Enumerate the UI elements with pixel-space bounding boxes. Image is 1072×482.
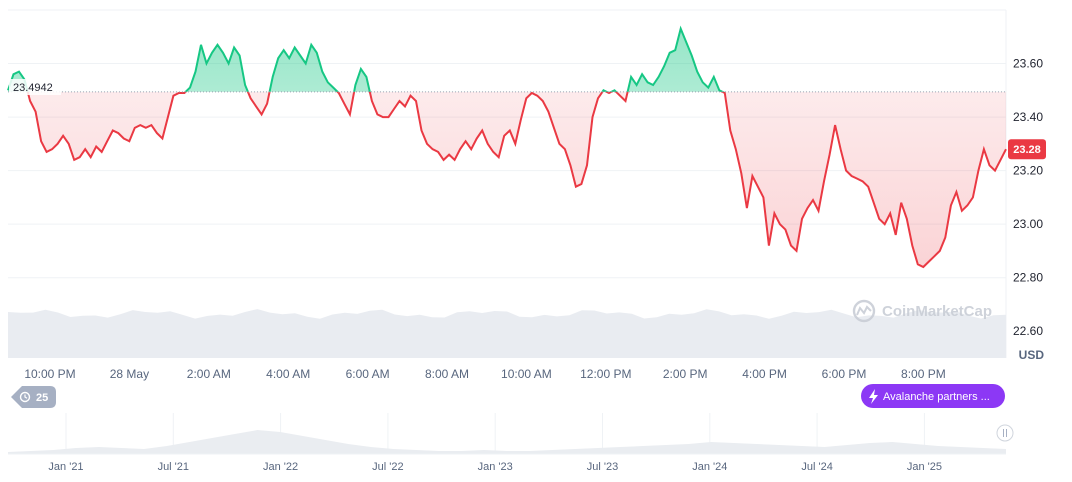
x-tick-label: 10:00 AM (501, 367, 552, 381)
navigator-tick-label: Jul '24 (801, 461, 832, 473)
x-tick-label: 4:00 AM (266, 367, 310, 381)
navigator-tick-label: Jan '25 (907, 461, 942, 473)
navigator-tick-label: Jan '22 (263, 461, 298, 473)
navigator-tick-label: Jul '22 (372, 461, 403, 473)
current-price-value: 23.28 (1013, 144, 1041, 156)
x-tick-label: 2:00 PM (663, 367, 708, 381)
x-tick-label: 10:00 PM (24, 367, 75, 381)
range-navigator[interactable]: Jan '21 Jul '21 Jan '22 Jul '22 Jan '23 Jul '… (8, 413, 1014, 473)
y-tick-label: 23.40 (1013, 110, 1043, 124)
y-tick-label: 23.20 (1013, 164, 1043, 178)
navigator-volume-area (8, 430, 1006, 454)
x-tick-label: 28 May (110, 367, 149, 381)
y-tick-label: 23.00 (1013, 217, 1043, 231)
area-below-reference (27, 91, 1006, 267)
watermark-text: CoinMarketCap (882, 303, 992, 320)
y-axis: 23.60 23.40 23.20 23.00 22.80 22.60 (1013, 57, 1043, 339)
y-tick-label: 23.60 (1013, 57, 1043, 71)
navigator-handle[interactable] (996, 424, 1014, 442)
navigator-tick-label: Jan '21 (48, 461, 83, 473)
y-tick-label: 22.80 (1013, 271, 1043, 285)
partner-label: Avalanche partners ... (883, 391, 990, 403)
coinmarketcap-logo-icon (852, 299, 876, 323)
x-tick-label: 4:00 PM (742, 367, 787, 381)
reference-label: 23.4942 (9, 79, 61, 95)
partner-pill-button[interactable]: Avalanche partners ... (861, 384, 1005, 408)
x-tick-label: 6:00 PM (822, 367, 867, 381)
grip-icon (1003, 429, 1007, 437)
currency-label: USD (1019, 348, 1045, 362)
navigator-tick-label: Jan '23 (478, 461, 513, 473)
x-tick-label: 8:00 PM (901, 367, 946, 381)
coinmarketcap-watermark: CoinMarketCap (852, 299, 992, 323)
history-icon (19, 391, 31, 403)
current-price-badge: 23.28 (1008, 139, 1046, 160)
navigator-tick-label: Jul '23 (587, 461, 618, 473)
x-tick-label: 12:00 PM (580, 367, 631, 381)
navigator-tick-label: Jul '21 (158, 461, 189, 473)
range-badge[interactable]: 25 (11, 386, 56, 408)
x-axis: 10:00 PM 28 May 2:00 AM 4:00 AM 6:00 AM 8:00 … (24, 367, 945, 381)
navigator-tick-label: Jan '24 (692, 461, 727, 473)
reference-value: 23.4942 (13, 82, 53, 94)
price-line-down (26, 91, 1007, 269)
x-tick-label: 2:00 AM (187, 367, 231, 381)
volume-area (8, 309, 1006, 358)
range-count: 25 (36, 392, 48, 404)
navigator-ticks: Jan '21 Jul '21 Jan '22 Jul '22 Jan '23 Jul '… (48, 461, 942, 473)
x-tick-label: 8:00 AM (425, 367, 469, 381)
lightning-icon (869, 389, 878, 404)
x-tick-label: 6:00 AM (346, 367, 390, 381)
y-tick-label: 22.60 (1013, 324, 1043, 338)
